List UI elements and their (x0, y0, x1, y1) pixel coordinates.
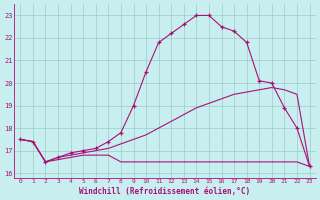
X-axis label: Windchill (Refroidissement éolien,°C): Windchill (Refroidissement éolien,°C) (79, 187, 251, 196)
